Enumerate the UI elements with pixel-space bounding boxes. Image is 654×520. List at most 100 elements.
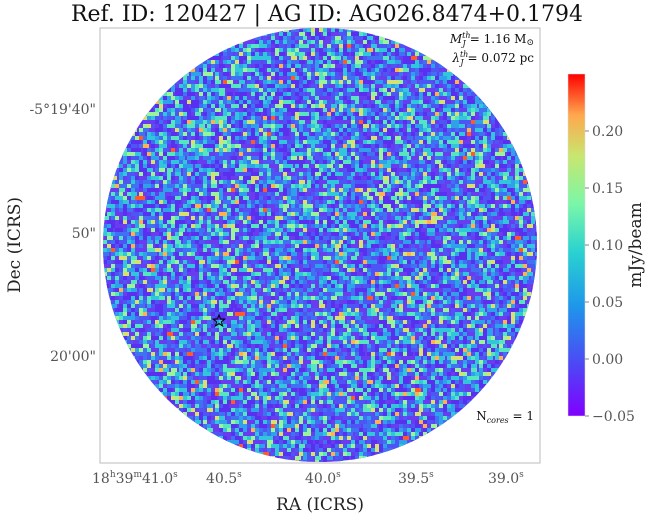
map-pixel	[251, 128, 257, 132]
map-pixel	[203, 232, 209, 236]
map-pixel	[335, 240, 341, 244]
map-pixel	[239, 264, 245, 268]
map-pixel	[175, 80, 179, 84]
map-pixel	[307, 152, 313, 156]
map-pixel	[219, 272, 223, 276]
map-pixel	[167, 252, 173, 256]
map-pixel	[199, 220, 203, 224]
map-pixel	[319, 104, 325, 108]
map-pixel	[263, 72, 267, 76]
map-pixel	[267, 200, 273, 204]
map-pixel	[323, 216, 329, 220]
map-pixel	[459, 188, 463, 192]
map-pixel	[351, 252, 357, 256]
map-pixel	[503, 172, 509, 176]
map-pixel	[379, 152, 385, 156]
map-pixel	[223, 72, 229, 76]
map-pixel	[491, 156, 497, 160]
map-pixel	[291, 124, 297, 128]
map-pixel	[411, 92, 417, 96]
map-pixel	[479, 136, 485, 140]
map-pixel	[419, 188, 423, 192]
map-pixel	[487, 220, 491, 224]
map-pixel	[459, 200, 465, 204]
map-pixel	[211, 104, 215, 108]
map-pixel	[399, 92, 403, 96]
map-pixel	[519, 248, 523, 252]
map-pixel	[211, 132, 215, 136]
map-pixel	[235, 216, 241, 220]
map-pixel	[311, 220, 317, 224]
map-pixel	[307, 60, 313, 64]
map-pixel	[311, 56, 317, 60]
map-pixel	[231, 260, 235, 264]
map-pixel	[359, 52, 363, 56]
map-pixel	[171, 140, 175, 144]
map-pixel	[127, 224, 131, 228]
map-pixel	[507, 232, 511, 236]
map-pixel	[483, 120, 489, 124]
map-pixel	[319, 124, 323, 128]
map-pixel	[223, 252, 229, 256]
map-pixel	[195, 212, 199, 216]
map-pixel	[503, 284, 507, 288]
map-pixel	[243, 176, 247, 180]
map-pixel	[419, 220, 425, 224]
map-pixel	[339, 136, 343, 140]
map-pixel	[259, 264, 265, 268]
map-pixel	[399, 184, 405, 188]
map-pixel	[215, 284, 219, 288]
map-pixel	[283, 260, 287, 264]
map-pixel	[403, 180, 407, 184]
map-pixel	[479, 228, 483, 232]
map-pixel	[279, 280, 285, 284]
map-pixel	[103, 228, 107, 232]
map-pixel	[187, 100, 191, 104]
map-pixel	[435, 76, 439, 80]
map-pixel	[119, 228, 125, 232]
map-pixel	[255, 60, 261, 64]
map-pixel	[291, 40, 295, 44]
map-pixel	[151, 184, 157, 188]
map-pixel	[411, 160, 415, 164]
map-pixel	[319, 40, 323, 44]
map-pixel	[191, 216, 197, 220]
map-pixel	[167, 260, 171, 264]
map-pixel	[415, 68, 419, 72]
map-pixel	[283, 208, 289, 212]
map-pixel	[423, 208, 427, 212]
map-pixel	[255, 124, 259, 128]
map-pixel	[355, 160, 359, 164]
map-pixel	[359, 92, 365, 96]
map-pixel	[435, 292, 441, 296]
map-pixel	[375, 252, 379, 256]
map-pixel	[487, 232, 491, 236]
map-pixel	[303, 208, 307, 212]
map-pixel	[247, 200, 251, 204]
map-pixel	[227, 180, 231, 184]
map-pixel	[359, 184, 365, 188]
map-pixel	[359, 108, 363, 112]
map-pixel	[251, 260, 257, 264]
map-pixel	[163, 132, 167, 136]
map-pixel	[195, 188, 201, 192]
map-pixel	[479, 160, 485, 164]
map-pixel	[451, 160, 455, 164]
map-pixel	[459, 228, 465, 232]
map-pixel	[251, 252, 255, 256]
map-pixel	[171, 152, 177, 156]
map-pixel	[155, 120, 161, 124]
map-pixel	[379, 248, 383, 252]
map-pixel	[435, 104, 441, 108]
map-pixel	[527, 264, 533, 268]
map-pixel	[391, 232, 397, 236]
map-pixel	[135, 296, 139, 300]
map-pixel	[155, 116, 161, 120]
map-pixel	[495, 220, 501, 224]
map-pixel	[139, 224, 145, 228]
map-pixel	[355, 44, 359, 48]
map-pixel	[371, 104, 375, 108]
map-pixel	[379, 220, 383, 224]
map-pixel	[151, 180, 157, 184]
map-pixel	[391, 276, 397, 280]
